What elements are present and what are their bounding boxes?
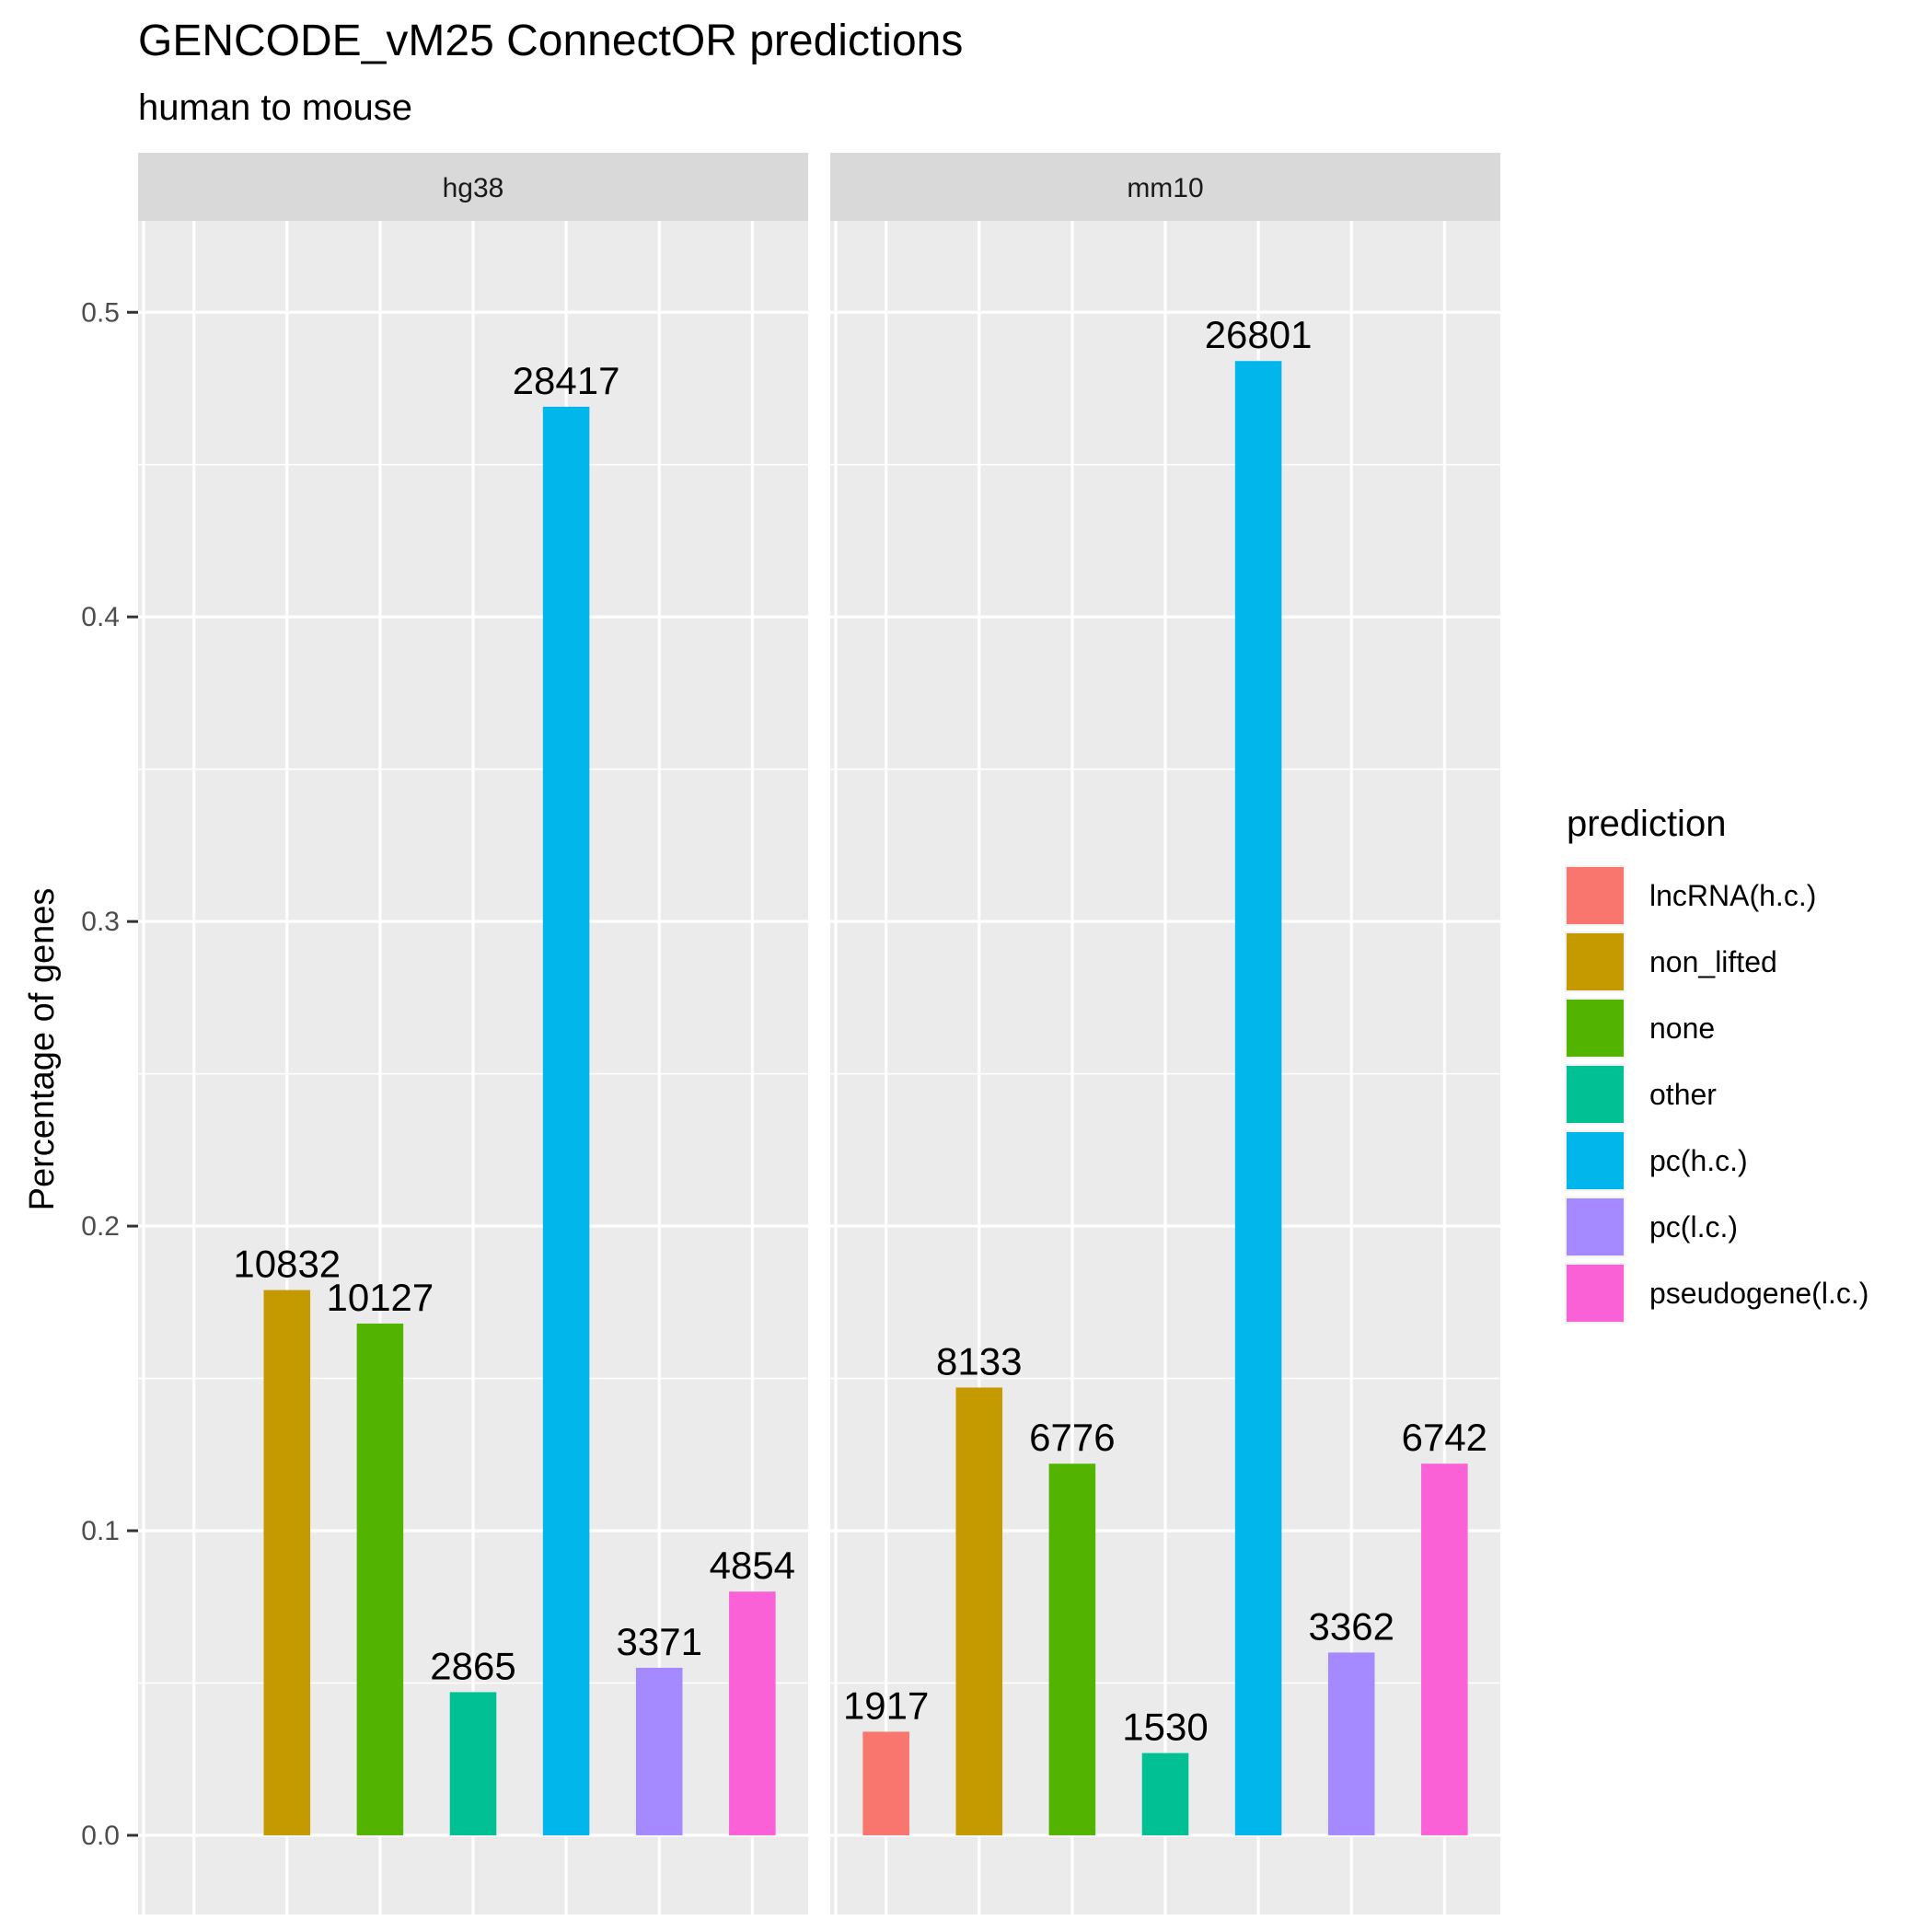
legend-label: non_lifted	[1649, 945, 1777, 978]
legend-label: none	[1649, 1012, 1715, 1045]
legend-swatch	[1567, 867, 1624, 924]
data-label: 28417	[513, 359, 620, 402]
y-tick-label: 0.0	[81, 1821, 120, 1851]
chart-title: GENCODE_vM25 ConnectOR predictions	[138, 17, 963, 65]
legend-swatch	[1567, 1000, 1624, 1057]
bar-mm10-none	[1048, 1463, 1096, 1835]
data-label: 6776	[1029, 1416, 1115, 1459]
facet-strip	[138, 153, 808, 221]
data-label: 10832	[233, 1243, 341, 1286]
y-tick-label: 0.3	[81, 907, 120, 937]
bar-hg38-non_lifted	[263, 1290, 311, 1835]
legend-label: lncRNA(h.c.)	[1649, 879, 1816, 912]
data-label: 1917	[843, 1683, 929, 1727]
y-tick-label: 0.1	[81, 1516, 120, 1546]
facet-strip-label: mm10	[1127, 173, 1203, 203]
bar-hg38-none	[356, 1323, 404, 1835]
bar-mm10-other	[1141, 1753, 1189, 1835]
data-label: 4854	[710, 1544, 795, 1587]
bar-mm10-non_lifted	[955, 1387, 1003, 1835]
data-label: 26801	[1205, 313, 1313, 356]
y-tick-label: 0.5	[81, 297, 120, 328]
y-axis: 0.0 0.1 0.2 0.3 0.4 0.5	[81, 297, 138, 1851]
legend-swatch	[1567, 933, 1624, 990]
bar-hg38-pc(l.c.)	[635, 1667, 683, 1835]
legend-label: other	[1649, 1078, 1717, 1111]
bar-mm10-lncRNA(h.c.)	[862, 1731, 909, 1835]
legend-label: pc(h.c.)	[1649, 1144, 1748, 1177]
legend-label: pseudogene(l.c.)	[1649, 1277, 1868, 1310]
data-label: 8133	[936, 1339, 1022, 1382]
legend-swatch	[1567, 1066, 1624, 1123]
bar-mm10-pc(h.c.)	[1234, 361, 1282, 1835]
data-label: 6742	[1402, 1416, 1487, 1459]
y-axis-title: Percentage of genes	[23, 888, 62, 1211]
facet-strip-label: hg38	[443, 173, 504, 203]
chart-subtitle: human to mouse	[138, 87, 412, 128]
bar-hg38-other	[449, 1692, 497, 1835]
data-label: 1530	[1122, 1706, 1208, 1749]
bar-hg38-pseudogene(l.c.)	[729, 1591, 776, 1835]
bar-mm10-pseudogene(l.c.)	[1421, 1463, 1468, 1835]
facet-strip	[830, 153, 1500, 221]
legend-swatch	[1567, 1132, 1624, 1189]
data-label: 3371	[617, 1620, 702, 1663]
legend-label: pc(l.c.)	[1649, 1210, 1738, 1244]
data-label: 3362	[1309, 1604, 1394, 1648]
y-tick-label: 0.4	[81, 602, 120, 632]
data-label: 10127	[326, 1276, 434, 1319]
legend-swatch	[1567, 1265, 1624, 1322]
bar-mm10-pc(l.c.)	[1327, 1652, 1375, 1835]
y-tick-label: 0.2	[81, 1211, 120, 1242]
bar-hg38-pc(h.c.)	[542, 406, 590, 1835]
legend-title: prediction	[1567, 804, 1726, 844]
legend-swatch	[1567, 1198, 1624, 1255]
data-label: 2865	[430, 1644, 515, 1687]
